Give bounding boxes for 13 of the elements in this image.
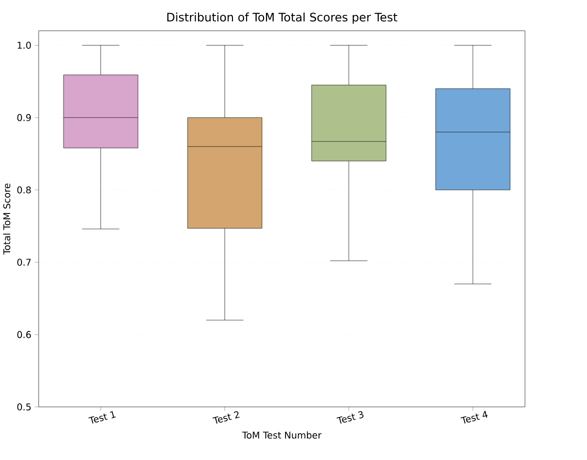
x-tick-label: Test 2 (212, 411, 240, 424)
y-tick-label: 0.9 (17, 114, 31, 122)
y-tick-label: 0.6 (17, 331, 31, 338)
x-tick-label: Test 1 (88, 411, 116, 424)
y-tick-label: 0.8 (17, 186, 31, 194)
x-tick-label: Test 4 (460, 410, 488, 424)
chart-title: Distribution of ToM Total Scores per Test (167, 12, 398, 24)
x-axis-title: ToM Test Number (242, 431, 322, 439)
y-tick-label: 1.0 (18, 42, 31, 49)
y-tick-label: 0.7 (17, 258, 31, 266)
y-tick-label: 0.5 (17, 403, 31, 410)
y-axis-title: Total ToM Score (3, 184, 10, 255)
x-tick-label: Test 3 (336, 411, 364, 424)
